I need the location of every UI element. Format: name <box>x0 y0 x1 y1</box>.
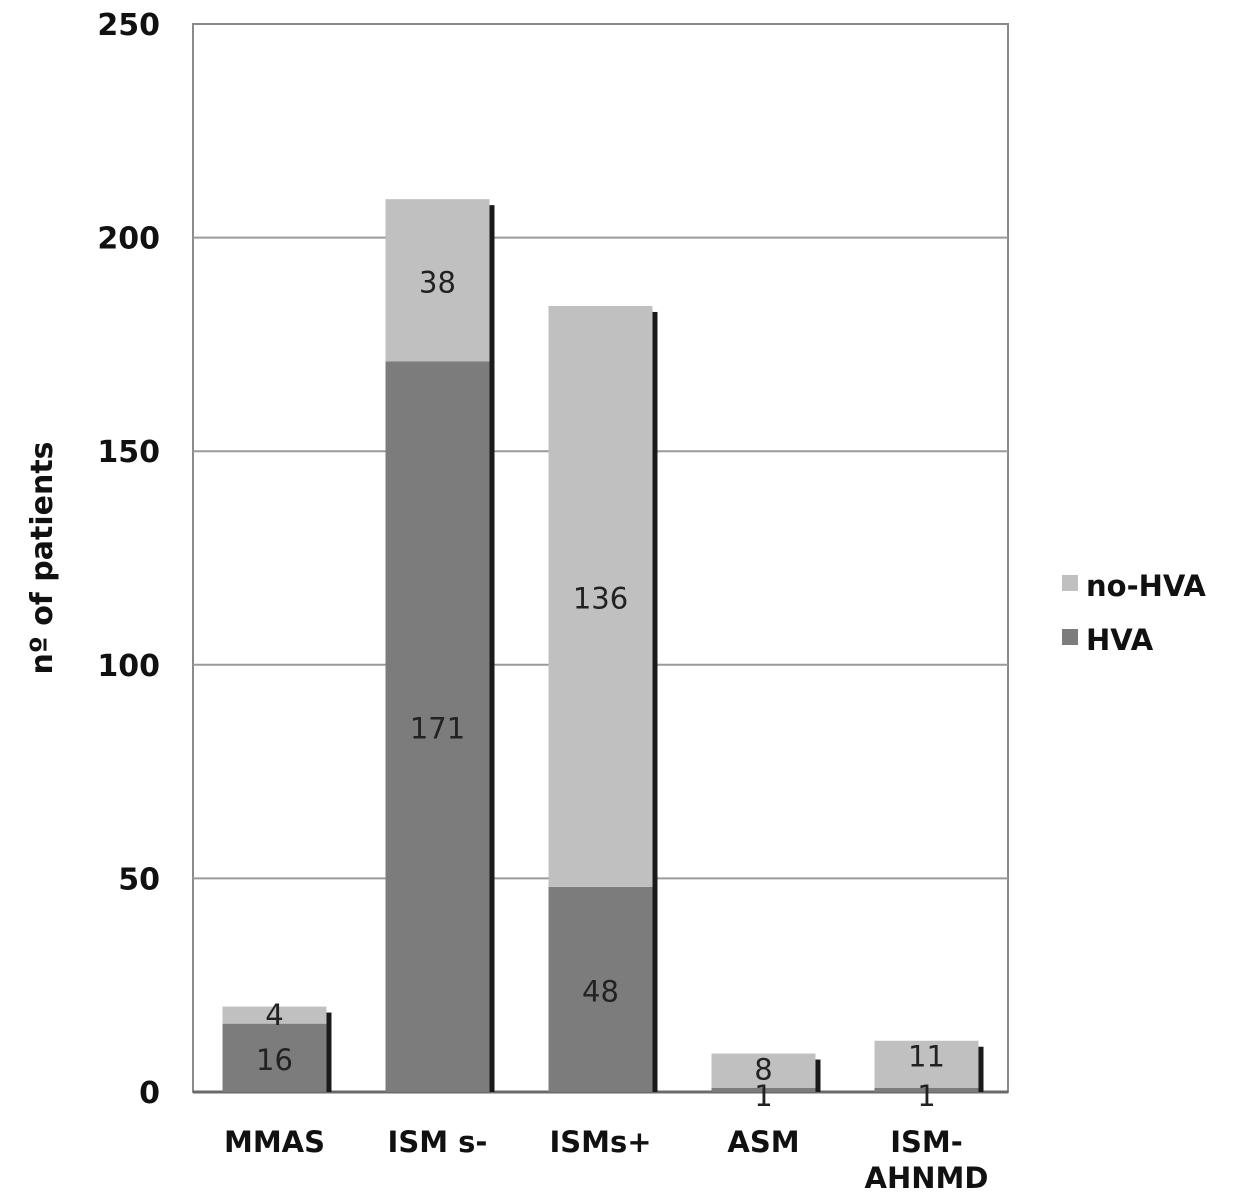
bar-segment-no-hva <box>711 1053 816 1088</box>
x-category-label: ISM s- <box>388 1125 488 1159</box>
y-axis-title: nº of patients <box>25 441 60 674</box>
y-tick-label: 200 <box>97 222 160 257</box>
data-label-hva: 48 <box>582 974 619 1008</box>
bar-segment-hva <box>874 1087 979 1092</box>
y-tick-label: 250 <box>97 8 160 43</box>
bar-shadow <box>815 1059 821 1092</box>
data-label-no-hva: 136 <box>573 581 628 615</box>
bar-shadow <box>652 311 658 1092</box>
bar-segment-hva <box>385 361 490 1092</box>
data-label-hva: 16 <box>256 1043 293 1077</box>
bar-segment-hva <box>711 1087 816 1092</box>
y-tick-label: 0 <box>139 1076 160 1111</box>
x-category-label: ASM <box>727 1125 799 1159</box>
bar-segment-hva <box>548 886 653 1092</box>
data-label-no-hva: 8 <box>754 1053 772 1087</box>
legend-swatch <box>1062 629 1078 645</box>
bar-shadow <box>489 205 495 1093</box>
y-tick-label: 150 <box>97 435 160 470</box>
bar-segment-no-hva <box>385 199 490 362</box>
bar-segment-hva <box>222 1023 327 1092</box>
data-label-no-hva: 38 <box>419 265 456 299</box>
x-category-label: MMAS <box>224 1125 325 1159</box>
bar-shadow <box>978 1046 984 1092</box>
legend-label: no-HVA <box>1086 569 1206 603</box>
x-category-label: ISMs+ <box>549 1125 651 1159</box>
data-label-no-hva: 11 <box>908 1040 945 1074</box>
x-category-label-line2: AHNMD <box>865 1161 989 1195</box>
data-label-hva: 1 <box>917 1079 935 1113</box>
bar-segment-no-hva <box>222 1006 327 1024</box>
data-label-hva: 1 <box>754 1079 772 1113</box>
x-category-label: ISM- <box>890 1125 963 1159</box>
data-label-no-hva: 4 <box>265 998 283 1032</box>
bar-segment-no-hva <box>874 1040 979 1088</box>
bar-shadow <box>326 1012 332 1092</box>
legend-swatch <box>1062 575 1078 591</box>
bar-segment-no-hva <box>548 305 653 887</box>
y-tick-label: 100 <box>97 649 160 684</box>
legend-label: HVA <box>1086 623 1154 657</box>
data-label-hva: 171 <box>410 712 465 746</box>
y-tick-label: 50 <box>118 862 160 897</box>
